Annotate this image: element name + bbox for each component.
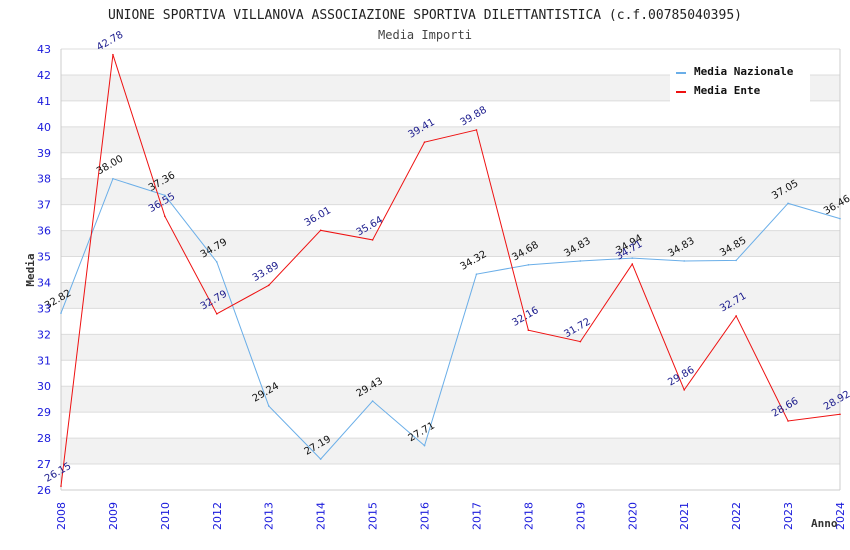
data-label-ente: 39.88 [458,105,488,129]
data-point-nazionale [371,400,374,402]
legend-swatch-ente [676,91,686,93]
x-tick-label: 2022 [730,502,743,530]
grid-bands [61,74,840,465]
grid-band [61,230,840,257]
data-point-ente [579,340,582,343]
y-tick-label: 29 [37,406,51,419]
y-tick-label: 41 [37,95,51,108]
data-point-nazionale [423,444,426,447]
x-tick-label: 2020 [626,502,639,530]
x-tick-label: 2018 [522,502,535,530]
data-point-ente [631,263,634,265]
x-tick-label: 2019 [574,502,587,530]
data-point-ente [735,315,737,317]
data-point-nazionale [164,194,166,197]
grid-band [61,334,840,361]
data-point-ente [423,141,426,143]
grid-band [61,438,840,465]
grid-band [61,126,840,153]
legend: Media Nazionale Media Ente [670,60,810,102]
y-tick-label: 32 [37,328,51,341]
x-tick-label: 2021 [678,502,691,530]
y-tick-label: 26 [37,484,51,497]
data-point-nazionale [839,217,841,220]
y-tick-label: 34 [37,276,51,289]
data-point-ente [319,229,322,232]
y-tick-label: 40 [37,121,51,134]
grid-band [61,386,840,413]
data-point-nazionale [112,177,114,180]
series-line-ente [60,54,841,487]
data-point-nazionale [527,264,530,266]
legend-label-ente: Media Ente [694,84,761,97]
y-tick-label: 28 [37,432,51,445]
legend-label-nazionale: Media Nazionale [694,65,794,78]
data-label-ente: 42.78 [95,29,125,53]
chart-subtitle: Media Importi [378,28,472,42]
chart-title: UNIONE SPORTIVA VILLANOVA ASSOCIAZIONE S… [108,8,742,23]
x-tick-label: 2012 [211,502,224,530]
legend-background [670,60,810,102]
y-tick-label: 39 [37,147,51,160]
y-tick-label: 43 [37,43,51,56]
y-tick-label: 38 [37,173,51,186]
data-point-nazionale [319,458,322,460]
data-point-nazionale [787,202,789,205]
data-point-nazionale [60,312,62,314]
gridlines [60,48,841,491]
x-tick-label: 2010 [159,502,172,530]
data-point-ente [787,420,789,422]
x-axis-label: Anno [811,517,838,530]
data-point-nazionale [216,261,218,263]
data-point-nazionale [475,273,478,275]
data-point-nazionale [683,260,685,262]
x-tick-label: 2013 [263,502,276,530]
data-label-nazionale: 38.00 [95,153,125,177]
data-label-ente: 36.01 [303,205,333,229]
y-tick-label: 35 [37,251,51,264]
data-point-nazionale [267,405,270,407]
data-point-ente [527,329,530,332]
data-point-nazionale [735,259,737,262]
grid-band [61,178,840,205]
y-tick-label: 30 [37,380,51,393]
data-point-ente [216,313,218,315]
y-tick-label: 31 [37,354,51,367]
data-point-ente [60,485,62,487]
y-axis-label: Media [24,253,37,286]
x-tick-label: 2024 [834,502,847,530]
data-point-ente [683,389,685,391]
y-tick-label: 42 [37,69,51,82]
x-tick-label: 2023 [782,502,795,530]
grid-band [61,282,840,309]
data-point-ente [475,129,478,131]
data-point-ente [112,53,114,56]
x-tick-label: 2008 [55,502,68,530]
legend-swatch-nazionale [676,72,686,74]
x-tick-label: 2017 [470,502,483,530]
y-tick-label: 37 [37,199,51,212]
data-point-ente [164,215,166,218]
data-label-ente: 29.86 [666,365,696,389]
x-axis-ticks: 2008 2009 2010 2012 2013 2014 2015 2016 2017 2018… [55,502,847,530]
y-tick-label: 33 [37,302,51,315]
y-tick-label: 36 [37,225,51,238]
data-point-nazionale [579,260,582,262]
data-point-ente [839,413,841,416]
data-point-nazionale [631,257,634,259]
x-tick-label: 2016 [419,502,432,530]
data-label-ente: 33.89 [251,260,281,284]
y-tick-label: 27 [37,458,51,471]
data-point-ente [267,284,270,287]
series-lines [60,53,841,487]
x-tick-label: 2015 [367,502,380,530]
x-tick-label: 2014 [315,502,328,530]
series-line-nazionale [60,178,841,460]
y-axis-ticks: 26 27 28 29 30 31 32 33 34 35 36 37 38 39 40 41 42 43 [37,43,51,497]
x-tick-label: 2009 [107,502,120,530]
data-point-ente [371,239,374,241]
